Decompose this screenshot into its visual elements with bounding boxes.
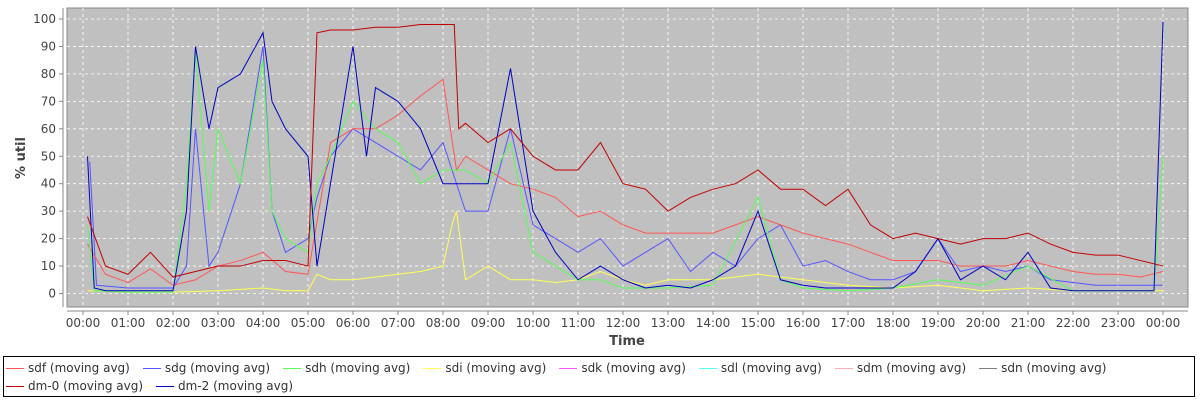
x-axis-label: Time xyxy=(609,334,645,349)
legend-label: sdm (moving avg) xyxy=(856,361,967,375)
series-line-dm-2 xyxy=(87,21,1164,292)
legend-item: sdf (moving avg) xyxy=(4,359,130,377)
utilization-chart: 0 10 20 30 40 50 60 70 80 90 100 00:00 01:00 02:00 03… xyxy=(14,7,1189,349)
x-tick-label: 18:00 xyxy=(876,316,911,330)
legend-label: dm-0 (moving avg) xyxy=(28,379,144,393)
x-tick-label: 12:00 xyxy=(606,316,641,330)
y-tick-label: 50 xyxy=(41,149,56,163)
x-tick-label: 00:00 xyxy=(1146,316,1181,330)
y-tick-label: 100 xyxy=(33,12,56,26)
x-tick-label: 10:00 xyxy=(516,316,551,330)
x-tick-label: 16:00 xyxy=(786,316,821,330)
legend-item: sdk (moving avg) xyxy=(557,359,686,377)
legend-swatch xyxy=(423,367,442,369)
x-tick-label: 21:00 xyxy=(1011,316,1046,330)
x-tick-label: 03:00 xyxy=(201,316,236,330)
x-tick-label: 17:00 xyxy=(831,316,866,330)
y-axis-label: % util xyxy=(14,137,29,179)
legend-swatch xyxy=(156,385,175,387)
x-tick-label: 23:00 xyxy=(1101,316,1136,330)
legend-label: dm-2 (moving avg) xyxy=(178,379,294,393)
x-tick-label: 05:00 xyxy=(291,316,326,330)
legend-item: dm-2 (moving avg) xyxy=(154,377,293,395)
y-tick-label: 60 xyxy=(41,122,56,136)
x-tick-label: 06:00 xyxy=(336,316,371,330)
y-tick-label: 10 xyxy=(41,259,56,273)
x-tick-label: 01:00 xyxy=(111,316,146,330)
x-tick-label: 00:00 xyxy=(66,316,101,330)
legend-item: sdm (moving avg) xyxy=(833,359,966,377)
legend-item: sdg (moving avg) xyxy=(141,359,270,377)
legend-swatch xyxy=(979,367,998,369)
legend-swatch xyxy=(698,367,717,369)
plot-area xyxy=(66,7,1189,308)
y-tick-label: 70 xyxy=(41,94,56,108)
x-tick-label: 19:00 xyxy=(921,316,956,330)
x-tick-label: 11:00 xyxy=(561,316,596,330)
y-tick-label: 80 xyxy=(41,67,56,81)
series-line-sdh xyxy=(87,51,1164,293)
legend: sdf (moving avg) sdg (moving avg) sdh (mov… xyxy=(3,356,1195,397)
x-tick-label: 04:00 xyxy=(246,316,281,330)
x-tick-label: 07:00 xyxy=(381,316,416,330)
legend-item: sdh (moving avg) xyxy=(281,359,410,377)
legend-label: sdh (moving avg) xyxy=(305,361,411,375)
legend-label: sdg (moving avg) xyxy=(164,361,271,375)
y-tick-label: 20 xyxy=(41,232,56,246)
legend-label: sdn (moving avg) xyxy=(1001,361,1107,375)
legend-swatch xyxy=(142,367,161,369)
x-tick-label: 15:00 xyxy=(741,316,776,330)
series-line-sdg xyxy=(89,46,1163,289)
legend-label: sdi (moving avg) xyxy=(445,361,547,375)
y-tick-label: 40 xyxy=(41,177,56,191)
y-tick-label: 30 xyxy=(41,204,56,218)
legend-swatch xyxy=(6,385,24,387)
legend-item: sdi (moving avg) xyxy=(421,359,546,377)
x-tick-label: 13:00 xyxy=(651,316,686,330)
series-line-dm-0 xyxy=(87,23,1164,278)
y-tick-label: 0 xyxy=(48,287,56,301)
legend-item: sdn (moving avg) xyxy=(977,359,1106,377)
x-tick-label: 08:00 xyxy=(426,316,461,330)
legend-swatch xyxy=(834,367,853,369)
legend-swatch xyxy=(559,367,578,369)
legend-label: sdl (moving avg) xyxy=(720,361,822,375)
x-tick-label: 20:00 xyxy=(966,316,1001,330)
legend-label: sdk (moving avg) xyxy=(581,361,686,375)
legend-item: dm-0 (moving avg) xyxy=(4,377,143,395)
x-tick-label: 14:00 xyxy=(696,316,731,330)
legend-swatch xyxy=(6,367,24,369)
x-tick-label: 22:00 xyxy=(1056,316,1091,330)
legend-item: sdl (moving avg) xyxy=(697,359,822,377)
series-line-sdf xyxy=(87,78,1164,286)
x-tick-label: 02:00 xyxy=(156,316,191,330)
legend-label: sdf (moving avg) xyxy=(28,361,130,375)
legend-swatch xyxy=(283,367,302,369)
x-tick-label: 09:00 xyxy=(471,316,506,330)
y-tick-label: 90 xyxy=(41,39,56,53)
